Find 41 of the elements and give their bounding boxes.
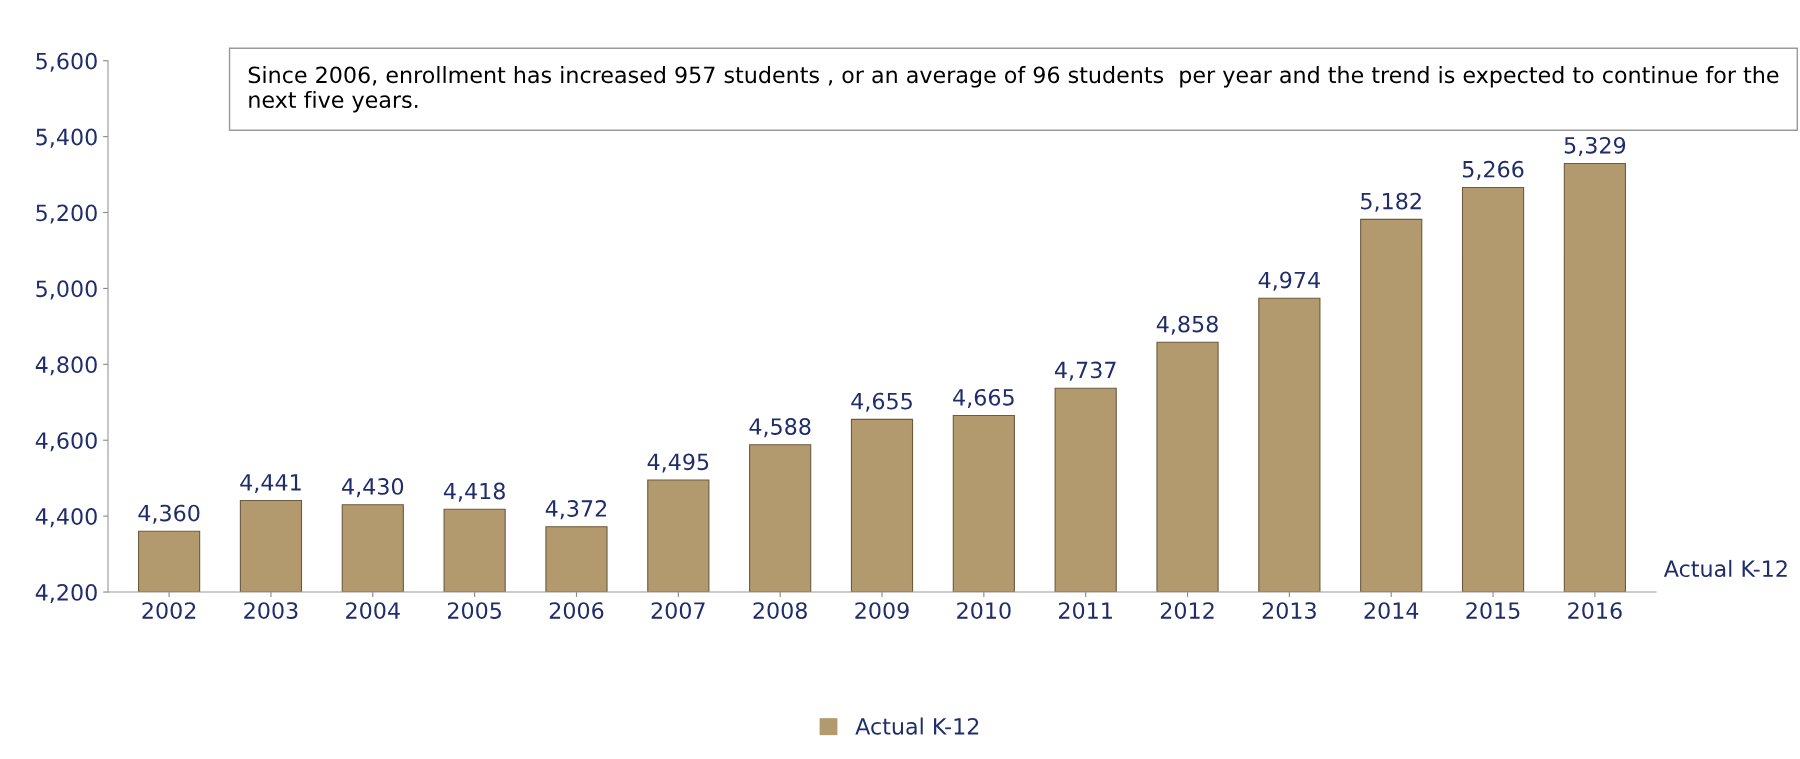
x-tick-label: 2004: [346, 602, 400, 619]
x-tick-label: 2012: [1160, 602, 1214, 619]
x-tick-label: 2011: [1059, 602, 1112, 619]
y-tick-label: 5,000: [36, 280, 97, 300]
data-label: 4,665: [953, 388, 1014, 408]
x-tick-label: 2013: [1262, 602, 1316, 619]
legend-label: Actual K-12: [855, 717, 979, 735]
data-label: 5,266: [1462, 160, 1524, 180]
x-tick-label: 2002: [142, 602, 196, 619]
data-label: 4,974: [1258, 271, 1320, 291]
data-label: 4,858: [1156, 315, 1218, 335]
y-tick-label: 4,400: [35, 508, 97, 528]
y-tick-label: 5,200: [36, 204, 97, 224]
x-tick-label: 2003: [244, 602, 298, 619]
data-label: 4,737: [1054, 361, 1116, 381]
annotation: Since 2006, enrollment has increased 957 students , or an average of 96 students per year and the trend is expected to continue for the next five years.: [248, 66, 1779, 113]
data-label: 4,418: [443, 482, 505, 502]
y-tick-label: 4,200: [35, 583, 97, 604]
x-tick-label: 2005: [447, 602, 501, 619]
x-tick-label: 2009: [855, 602, 909, 619]
y-tick-label: 5,600: [36, 52, 97, 72]
data-label: 4,372: [545, 500, 607, 520]
data-label: 5,329: [1564, 136, 1626, 156]
y-tick-label: 4,600: [35, 432, 97, 452]
data-label: 5,182: [1361, 192, 1421, 212]
x-tick-label: 2014: [1364, 602, 1419, 619]
x-tick-label: 2016: [1568, 602, 1622, 619]
x-tick-label: 2015: [1466, 602, 1520, 619]
data-label: 4,655: [851, 392, 912, 412]
data-label: 4,441: [240, 474, 301, 493]
data-label: 4,588: [749, 418, 811, 438]
y-tick-label: 4,800: [35, 356, 97, 376]
data-label: 4,495: [647, 453, 709, 473]
x-tick-label: 2006: [549, 602, 604, 619]
text: Actual K-12: [1663, 559, 1787, 578]
y-tick-label: 5,400: [36, 128, 97, 148]
data-label: 4,360: [138, 504, 200, 524]
x-tick-label: 2010: [957, 602, 1011, 619]
x-tick-label: 2008: [753, 602, 807, 619]
data-label: 4,430: [342, 478, 404, 498]
x-tick-label: 2007: [651, 602, 705, 619]
